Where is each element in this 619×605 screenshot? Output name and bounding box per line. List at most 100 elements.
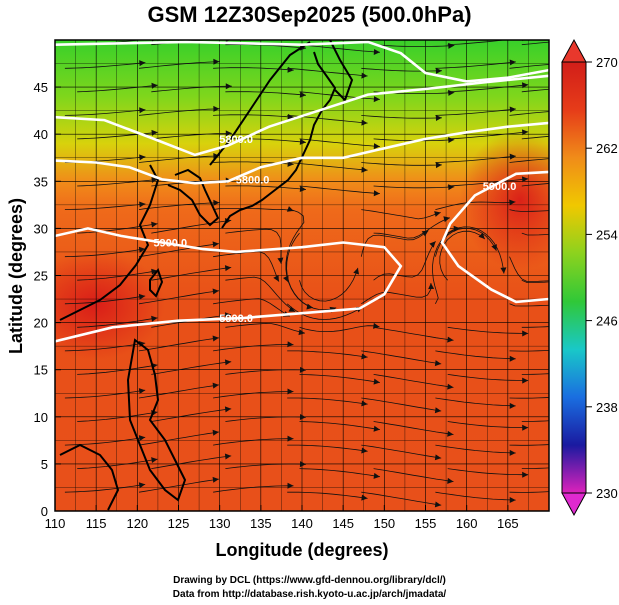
- streamline: [77, 364, 158, 375]
- streamline: [373, 468, 454, 482]
- streamline: [521, 183, 549, 187]
- colorbar-tick-label: 262: [596, 141, 618, 156]
- streamline: [373, 185, 455, 189]
- streamline: [299, 267, 359, 302]
- streamline: [64, 389, 146, 399]
- coastline-taiwan: [149, 267, 164, 298]
- x-tick-label: 130: [209, 516, 231, 531]
- colorbar-min-arrow: [561, 492, 587, 517]
- coastline-philippines: [126, 338, 187, 502]
- streamline-arrow: [151, 129, 158, 136]
- streamline: [435, 201, 516, 210]
- streamline: [151, 408, 232, 422]
- streamline-arrow: [434, 454, 442, 461]
- streamline: [225, 322, 305, 334]
- streamline-arrow: [373, 378, 380, 385]
- streamline-arrow: [299, 138, 306, 145]
- contour-label: 5900.0: [153, 238, 187, 250]
- streamline: [77, 317, 158, 328]
- streamline: [77, 270, 158, 281]
- y-tick-label: 5: [41, 457, 48, 472]
- streamline: [64, 484, 146, 493]
- streamline-arrow: [138, 246, 146, 253]
- streamline: [435, 108, 516, 116]
- streamline: [138, 337, 219, 352]
- streamline-arrow: [299, 185, 306, 192]
- streamline: [213, 298, 290, 317]
- y-tick-label: 35: [34, 174, 48, 189]
- coastline-borneo: [59, 443, 120, 511]
- streamline: [287, 444, 368, 452]
- streamline: [299, 325, 380, 332]
- streamline: [521, 326, 549, 328]
- streamline: [286, 232, 314, 309]
- colorbar: 230 238 246 254 262 270: [561, 38, 618, 517]
- contour-line: [55, 121, 549, 185]
- streamline: [299, 138, 380, 147]
- streamline: [435, 397, 516, 407]
- streamline: [373, 241, 436, 281]
- streamline: [447, 131, 529, 140]
- x-tick-label: 145: [332, 516, 354, 531]
- streamline: [299, 185, 380, 194]
- streamline-arrow: [434, 501, 442, 508]
- streamline: [225, 369, 307, 375]
- streamline: [373, 421, 454, 435]
- streamline-arrow: [361, 119, 368, 126]
- streamline-arrow: [225, 130, 232, 137]
- streamline-arrow: [212, 241, 219, 248]
- streamline: [77, 179, 158, 187]
- coastline-sakhalin: [329, 40, 354, 102]
- streamline-arrow: [306, 303, 313, 310]
- streamline-arrow: [434, 360, 442, 367]
- streamline-arrow: [213, 105, 220, 112]
- colorbar-tick-label: 270: [596, 55, 618, 70]
- y-tick-label: 10: [34, 410, 48, 425]
- streamline: [361, 67, 442, 72]
- streamline-arrow: [447, 336, 454, 343]
- streamline-arrow: [224, 453, 232, 460]
- streamline: [287, 397, 368, 405]
- streamline: [151, 267, 232, 281]
- streamline-arrow: [509, 153, 516, 160]
- streamline-arrow: [213, 58, 220, 65]
- streamline: [287, 491, 368, 499]
- streamline: [299, 374, 380, 383]
- streamline-arrow: [443, 216, 450, 223]
- y-tick-label: 25: [34, 269, 48, 284]
- streamline-arrow: [287, 341, 294, 348]
- streamline-arrow: [373, 96, 380, 103]
- x-tick-label: 110: [45, 516, 66, 531]
- streamline-arrow: [521, 82, 529, 89]
- streamline: [361, 444, 442, 459]
- contour-line: [440, 170, 549, 304]
- streamline-arrow: [509, 59, 516, 66]
- streamline-arrow: [509, 199, 516, 206]
- coastline-korea: [167, 168, 220, 227]
- streamline-arrow: [361, 72, 368, 79]
- streamline-arrow: [138, 388, 146, 395]
- y-tick-label: 0: [41, 504, 48, 519]
- streamline: [151, 455, 232, 469]
- credit-data-source: Data from http://database.rish.kyoto-u.a…: [172, 589, 447, 600]
- streamline-arrow: [151, 315, 158, 322]
- y-tick-label: 40: [34, 127, 48, 142]
- streamline: [447, 40, 509, 46]
- y-tick-label: 15: [34, 363, 48, 378]
- streamline-arrow: [596, 178, 602, 184]
- streamline-arrow: [596, 365, 603, 372]
- streamline: [447, 178, 529, 187]
- streamline: [435, 350, 516, 360]
- streamline: [521, 420, 549, 422]
- streamline-arrow: [151, 82, 158, 89]
- streamline: [138, 155, 220, 163]
- streamline-arrow: [299, 366, 306, 373]
- streamline-arrow: [509, 497, 516, 504]
- streamline-arrow: [421, 230, 429, 237]
- contour-line: [55, 227, 403, 343]
- streamline: [225, 463, 307, 469]
- streamline-arrow: [522, 330, 529, 337]
- streamline: [361, 162, 442, 166]
- streamline-arrow: [521, 176, 529, 183]
- streamline: [447, 84, 529, 93]
